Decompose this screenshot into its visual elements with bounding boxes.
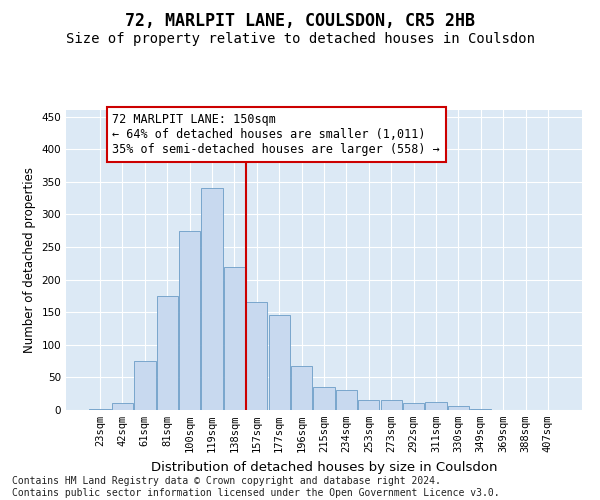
- Bar: [112, 404, 133, 410]
- Bar: [425, 402, 446, 410]
- Bar: [403, 404, 424, 410]
- Bar: [224, 266, 245, 410]
- Text: Contains HM Land Registry data © Crown copyright and database right 2024.
Contai: Contains HM Land Registry data © Crown c…: [12, 476, 500, 498]
- Bar: [269, 316, 290, 410]
- Text: 72 MARLPIT LANE: 150sqm
← 64% of detached houses are smaller (1,011)
35% of semi: 72 MARLPIT LANE: 150sqm ← 64% of detache…: [112, 114, 440, 156]
- X-axis label: Distribution of detached houses by size in Coulsdon: Distribution of detached houses by size …: [151, 460, 497, 473]
- Bar: [89, 408, 111, 410]
- Bar: [246, 302, 268, 410]
- Bar: [291, 366, 312, 410]
- Bar: [313, 387, 335, 410]
- Bar: [202, 188, 223, 410]
- Bar: [157, 296, 178, 410]
- Bar: [380, 400, 402, 410]
- Bar: [134, 361, 155, 410]
- Bar: [358, 400, 379, 410]
- Bar: [179, 230, 200, 410]
- Text: Size of property relative to detached houses in Coulsdon: Size of property relative to detached ho…: [65, 32, 535, 46]
- Text: 72, MARLPIT LANE, COULSDON, CR5 2HB: 72, MARLPIT LANE, COULSDON, CR5 2HB: [125, 12, 475, 30]
- Bar: [336, 390, 357, 410]
- Bar: [448, 406, 469, 410]
- Y-axis label: Number of detached properties: Number of detached properties: [23, 167, 36, 353]
